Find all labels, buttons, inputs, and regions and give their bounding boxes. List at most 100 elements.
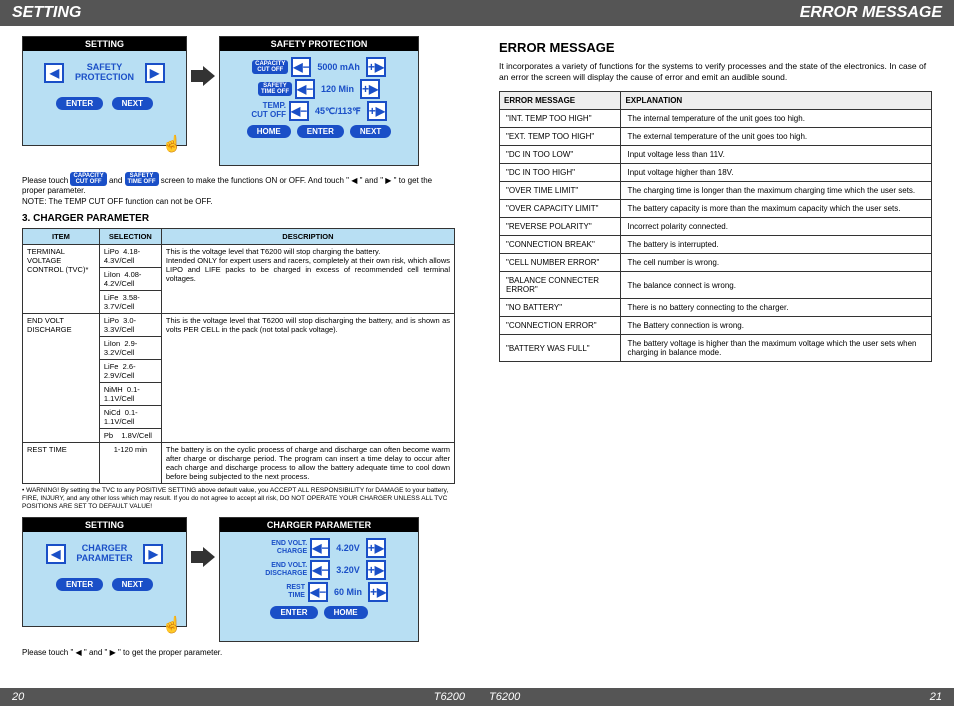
enter-button[interactable]: ENTER (56, 97, 103, 110)
section-title: 3. CHARGER PARAMETER (22, 213, 455, 224)
cell: LiIon 4.08-4.2V/Cell (99, 268, 161, 291)
model-name: T6200 (434, 691, 465, 703)
home-button[interactable]: HOME (324, 606, 368, 619)
warning-text: • WARNING! By setting the TVC to any POS… (22, 487, 455, 510)
page-number: 20 (12, 691, 24, 703)
header-title: ERROR MESSAGE (800, 4, 942, 22)
cell: TERMINAL VOLTAGE CONTROL (TVC)* (23, 245, 100, 314)
cell: Pb 1.8V/Cell (99, 429, 161, 443)
cell: "BALANCE CONNECTER ERROR" (500, 272, 621, 299)
plus-icon[interactable]: +▶ (368, 582, 388, 602)
pill-inline: SAFETYTIME OFF (125, 172, 159, 186)
section-title: ERROR MESSAGE (499, 40, 932, 55)
page-right: ERROR MESSAGE ERROR MESSAGE It incorpora… (477, 0, 954, 706)
cell: The charging time is longer than the max… (621, 182, 932, 200)
cell: The Battery connection is wrong. (621, 317, 932, 335)
cell: The balance connect is wrong. (621, 272, 932, 299)
header-right: ERROR MESSAGE (477, 0, 954, 26)
pill-inline: CAPACITYCUT OFF (70, 172, 106, 186)
end-volt-discharge-value: 3.20V (336, 565, 360, 575)
minus-icon[interactable]: ◀− (291, 57, 311, 77)
label: END VOLT. CHARGE (252, 540, 307, 555)
cell: "DC IN TOO HIGH" (500, 164, 621, 182)
cell: "REVERSE POLARITY" (500, 218, 621, 236)
footer-left: 20 T6200 (0, 688, 477, 706)
right-arrow-icon[interactable]: ▶ (145, 63, 165, 83)
table-row: "BALANCE CONNECTER ERROR"The balance con… (500, 272, 932, 299)
temp-label: TEMP. CUT OFF (251, 102, 286, 120)
cell: The internal temperature of the unit goe… (621, 110, 932, 128)
cell: The external temperature of the unit goe… (621, 128, 932, 146)
next-button[interactable]: NEXT (112, 578, 153, 591)
right-arrow-icon[interactable]: ▶ (143, 544, 163, 564)
setting-label: CHARGER PARAMETER (76, 544, 132, 564)
col-description: DESCRIPTION (161, 229, 454, 245)
next-button[interactable]: NEXT (350, 125, 391, 138)
left-arrow-icon[interactable]: ◀ (46, 544, 66, 564)
panel-safety-protection: SAFETY PROTECTION CAPACITYCUT OFF◀−5000 … (219, 36, 419, 166)
flow-arrow-icon (191, 547, 215, 569)
plus-icon[interactable]: +▶ (360, 79, 380, 99)
plus-icon[interactable]: +▶ (366, 560, 386, 580)
minus-icon[interactable]: ◀− (310, 538, 330, 558)
safety-time-value: 120 Min (321, 84, 354, 94)
panel-setting-charger: SETTING ◀ CHARGER PARAMETER ▶ ENTER NEXT (22, 517, 187, 627)
cell: "DC IN TOO LOW" (500, 146, 621, 164)
panel-title: CHARGER PARAMETER (220, 518, 418, 532)
col-explanation: EXPLANATION (621, 92, 932, 110)
cell: END VOLT DISCHARGE (23, 314, 100, 443)
header-title: SETTING (12, 4, 81, 22)
cell: LiFe 2.6-2.9V/Cell (99, 360, 161, 383)
col-error: ERROR MESSAGE (500, 92, 621, 110)
left-arrow-icon[interactable]: ◀ (44, 63, 64, 83)
table-row: "EXT. TEMP TOO HIGH"The external tempera… (500, 128, 932, 146)
instruction-text: Please touch " ◀ " and " ▶ " to get the … (22, 648, 455, 658)
rest-time-value: 60 Min (334, 587, 362, 597)
panel-title: SETTING (23, 518, 186, 532)
plus-icon[interactable]: +▶ (366, 57, 386, 77)
table-row: "DC IN TOO LOW"Input voltage less than 1… (500, 146, 932, 164)
enter-button[interactable]: ENTER (297, 125, 344, 138)
enter-button[interactable]: ENTER (270, 606, 317, 619)
cell: Incorrect polarity connected. (621, 218, 932, 236)
label: REST TIME (250, 584, 305, 599)
home-button[interactable]: HOME (247, 125, 291, 138)
plus-icon[interactable]: +▶ (367, 101, 387, 121)
cell: "CONNECTION BREAK" (500, 236, 621, 254)
cell: LiFe 3.58-3.7V/Cell (99, 291, 161, 314)
minus-icon[interactable]: ◀− (289, 101, 309, 121)
page-left: SETTING SETTING ◀ SAFETY PROTECTION ▶ EN… (0, 0, 477, 706)
plus-icon[interactable]: +▶ (366, 538, 386, 558)
header-left: SETTING (0, 0, 477, 26)
panel-title: SETTING (23, 37, 186, 51)
cell: "BATTERY WAS FULL" (500, 335, 621, 362)
table-row: "BATTERY WAS FULL"The battery voltage is… (500, 335, 932, 362)
safety-time-pill[interactable]: SAFETYTIME OFF (258, 82, 292, 96)
cell: This is the voltage level that T6200 wil… (161, 245, 454, 314)
cell: "CELL NUMBER ERROR" (500, 254, 621, 272)
cell: Input voltage higher than 18V. (621, 164, 932, 182)
minus-icon[interactable]: ◀− (295, 79, 315, 99)
minus-icon[interactable]: ◀− (308, 582, 328, 602)
capacity-value: 5000 mAh (317, 62, 360, 72)
table-row: "CONNECTION BREAK"The battery is interru… (500, 236, 932, 254)
cell: This is the voltage level that T6200 wil… (161, 314, 454, 443)
cell: The battery capacity is more than the ma… (621, 200, 932, 218)
error-message-table: ERROR MESSAGEEXPLANATION "INT. TEMP TOO … (499, 91, 932, 362)
panel-title: SAFETY PROTECTION (220, 37, 418, 51)
cell: "OVER CAPACITY LIMIT" (500, 200, 621, 218)
cell: NiMH 0.1-1.1V/Cell (99, 383, 161, 406)
table-row: "OVER TIME LIMIT"The charging time is lo… (500, 182, 932, 200)
col-item: ITEM (23, 229, 100, 245)
cell: Input voltage less than 11V. (621, 146, 932, 164)
next-button[interactable]: NEXT (112, 97, 153, 110)
cell: "INT. TEMP TOO HIGH" (500, 110, 621, 128)
enter-button[interactable]: ENTER (56, 578, 103, 591)
minus-icon[interactable]: ◀− (310, 560, 330, 580)
capacity-pill[interactable]: CAPACITYCUT OFF (252, 60, 288, 74)
cursor-icon: ☝ (162, 615, 182, 635)
instruction-text: Please touch CAPACITYCUT OFF and SAFETYT… (22, 172, 455, 207)
cell: "NO BATTERY" (500, 299, 621, 317)
setting-label: SAFETY PROTECTION (75, 63, 134, 83)
flow-arrow-icon (191, 66, 215, 88)
